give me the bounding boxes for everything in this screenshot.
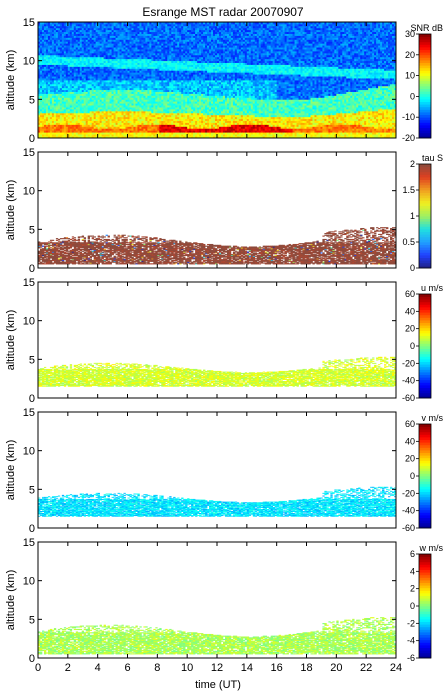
y-tick-label: 15 <box>23 277 35 289</box>
colorbar-label: SNR dB <box>410 23 443 33</box>
colorbar-tick-label: 0 <box>410 341 415 351</box>
panel-5: 0 5 10 15 altitude (km) w m/s 6 4 2 0 -2 -4 -6 <box>5 537 443 665</box>
x-tick-label: 4 <box>95 662 101 674</box>
heatmap-cells <box>38 617 397 655</box>
y-axis-label: altitude (km) <box>5 310 17 371</box>
y-tick-label: 5 <box>29 484 35 496</box>
colorbar-tick-label: 20 <box>405 50 415 60</box>
y-tick-label: 5 <box>29 94 35 106</box>
y-tick-label: 15 <box>23 407 35 419</box>
colorbar: v m/s 60 40 20 0 -20 -40 -60 <box>402 413 444 533</box>
x-tick-label: 16 <box>271 662 283 674</box>
y-tick-label: 0 <box>29 263 35 275</box>
x-tick-label: 10 <box>181 662 193 674</box>
colorbar-tick-label: 20 <box>405 324 415 334</box>
y-tick-label: 10 <box>23 56 35 68</box>
y-axis-label: altitude (km) <box>5 50 17 111</box>
colorbar-tick-label: -40 <box>402 376 415 386</box>
colorbar-tick-label: 40 <box>405 306 415 316</box>
colorbar-tick-label: 40 <box>405 436 415 446</box>
y-tick-label: 10 <box>23 576 35 588</box>
y-tick-label: 5 <box>29 354 35 366</box>
y-axis-label: altitude (km) <box>5 440 17 501</box>
heatmap-cells <box>38 227 397 265</box>
x-tick-label: 8 <box>154 662 160 674</box>
colorbar-tick-label: 0 <box>410 91 415 101</box>
colorbar-label: v m/s <box>422 413 444 423</box>
y-tick-label: 0 <box>29 653 35 665</box>
colorbar-label: tau S <box>422 153 443 163</box>
colorbar-tick-label: 1.5 <box>402 185 415 195</box>
x-tick-label: 20 <box>330 662 342 674</box>
x-tick-label: 0 <box>35 662 41 674</box>
colorbar-tick-label: -6 <box>407 653 415 663</box>
colorbar-tick-label: 0 <box>410 263 415 273</box>
x-tick-label: 12 <box>211 662 223 674</box>
panel-4: 0 5 10 15 altitude (km) v m/s 60 40 20 0 -20 -40 -60 <box>5 407 443 535</box>
x-axis-label: time (UT) <box>195 679 241 691</box>
colorbar-tick-label: 60 <box>405 289 415 299</box>
colorbar-tick-label: 1 <box>410 211 415 221</box>
x-tick-label: 18 <box>300 662 312 674</box>
colorbar-tick-label: -20 <box>402 488 415 498</box>
colorbar-tick-label: 20 <box>405 454 415 464</box>
colorbar-tick-label: -10 <box>402 112 415 122</box>
colorbar-tick-label: 2 <box>410 159 415 169</box>
y-tick-label: 15 <box>23 537 35 549</box>
x-tick-label: 22 <box>360 662 372 674</box>
colorbar-tick-label: 0 <box>410 471 415 481</box>
y-tick-label: 10 <box>23 446 35 458</box>
x-tick-label: 2 <box>65 662 71 674</box>
y-tick-label: 0 <box>29 133 35 145</box>
x-tick-label: 24 <box>390 662 402 674</box>
y-tick-label: 15 <box>23 17 35 29</box>
y-tick-label: 10 <box>23 316 35 328</box>
colorbar-tick-label: -60 <box>402 523 415 533</box>
colorbar-tick-label: -20 <box>402 358 415 368</box>
y-axis-label: altitude (km) <box>5 570 17 631</box>
colorbar-tick-label: 30 <box>405 29 415 39</box>
colorbar-tick-label: 60 <box>405 419 415 429</box>
colorbar: u m/s 60 40 20 0 -20 -40 -60 <box>402 283 444 403</box>
heatmap-cells <box>38 356 397 387</box>
y-tick-label: 0 <box>29 393 35 405</box>
colorbar-label: w m/s <box>419 543 444 553</box>
heatmap-cells <box>38 22 397 139</box>
y-axis-label: altitude (km) <box>5 180 17 241</box>
heatmap-cells <box>38 486 397 517</box>
colorbar-tick-label: 0 <box>410 601 415 611</box>
chart-title: Esrange MST radar 20070907 <box>142 5 304 19</box>
colorbar-tick-label: 10 <box>405 71 415 81</box>
panel-2: 0 5 10 15 altitude (km) tau S 2 1.5 1 0.5 0 <box>5 147 443 275</box>
y-tick-label: 5 <box>29 224 35 236</box>
colorbar-tick-label: -60 <box>402 393 415 403</box>
x-tick-label: 14 <box>241 662 253 674</box>
colorbar-tick-label: 0.5 <box>402 237 415 247</box>
colorbar: w m/s 6 4 2 0 -2 -4 -6 <box>407 543 444 663</box>
y-tick-label: 10 <box>23 186 35 198</box>
colorbar-tick-label: 4 <box>410 566 415 576</box>
colorbar-label: u m/s <box>421 283 444 293</box>
x-axis: time (UT) 0 2 4 6 8 10 12 14 16 18 20 22 24 <box>35 662 402 691</box>
panel-3: 0 5 10 15 altitude (km) u m/s 60 40 20 0 -20 -40 -60 <box>5 277 443 405</box>
colorbar: tau S 2 1.5 1 0.5 0 <box>402 153 443 273</box>
colorbar-tick-label: -40 <box>402 506 415 516</box>
y-tick-label: 5 <box>29 614 35 626</box>
colorbar-tick-label: -2 <box>407 618 415 628</box>
x-tick-label: 6 <box>124 662 130 674</box>
y-tick-label: 0 <box>29 523 35 535</box>
colorbar-tick-label: 6 <box>410 549 415 559</box>
colorbar-tick-label: 2 <box>410 584 415 594</box>
colorbar-tick-label: -4 <box>407 636 415 646</box>
colorbar-tick-label: -20 <box>402 133 415 143</box>
y-tick-label: 15 <box>23 147 35 159</box>
